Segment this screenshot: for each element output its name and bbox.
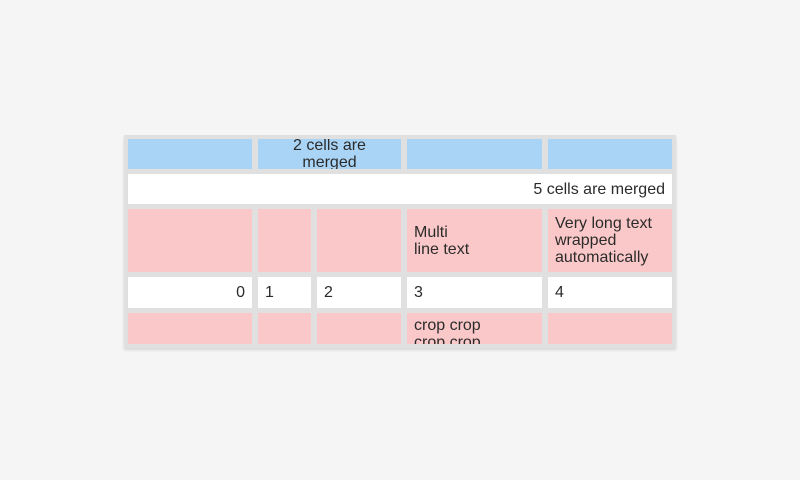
table-cell-r4c3[interactable]: 2: [317, 277, 401, 308]
table-cell-r3c5[interactable]: Very long text wrapped automatically: [548, 209, 672, 272]
table-cell-r4c1[interactable]: 0: [128, 277, 252, 308]
table-cell-r4c5[interactable]: 4: [548, 277, 672, 308]
table-cell-r3c3[interactable]: [317, 209, 401, 272]
table-cell-r1c2[interactable]: 2 cells are merged: [258, 139, 401, 169]
table-cell-r5c3[interactable]: [317, 313, 401, 344]
table-cell-r3c4[interactable]: Multi line text: [407, 209, 542, 272]
table-cell-r3c1[interactable]: [128, 209, 252, 272]
table-cell-r2c1[interactable]: 5 cells are merged: [128, 174, 672, 204]
table-cell-r5c1[interactable]: [128, 313, 252, 344]
table-cell-r4c2[interactable]: 1: [258, 277, 311, 308]
table-cell-r3c2[interactable]: [258, 209, 311, 272]
table-cell-r1c1[interactable]: [128, 139, 252, 169]
table-cell-r4c4[interactable]: 3: [407, 277, 542, 308]
table-cell-r1c4[interactable]: [548, 139, 672, 169]
table-cell-r5c5[interactable]: [548, 313, 672, 344]
table-cell-r1c3[interactable]: [407, 139, 542, 169]
table-cell-r5c2[interactable]: [258, 313, 311, 344]
table-widget[interactable]: 2 cells are merged 5 cells are merged Mult…: [124, 135, 676, 348]
table-cell-r5c4[interactable]: crop crop crop crop: [407, 313, 542, 344]
